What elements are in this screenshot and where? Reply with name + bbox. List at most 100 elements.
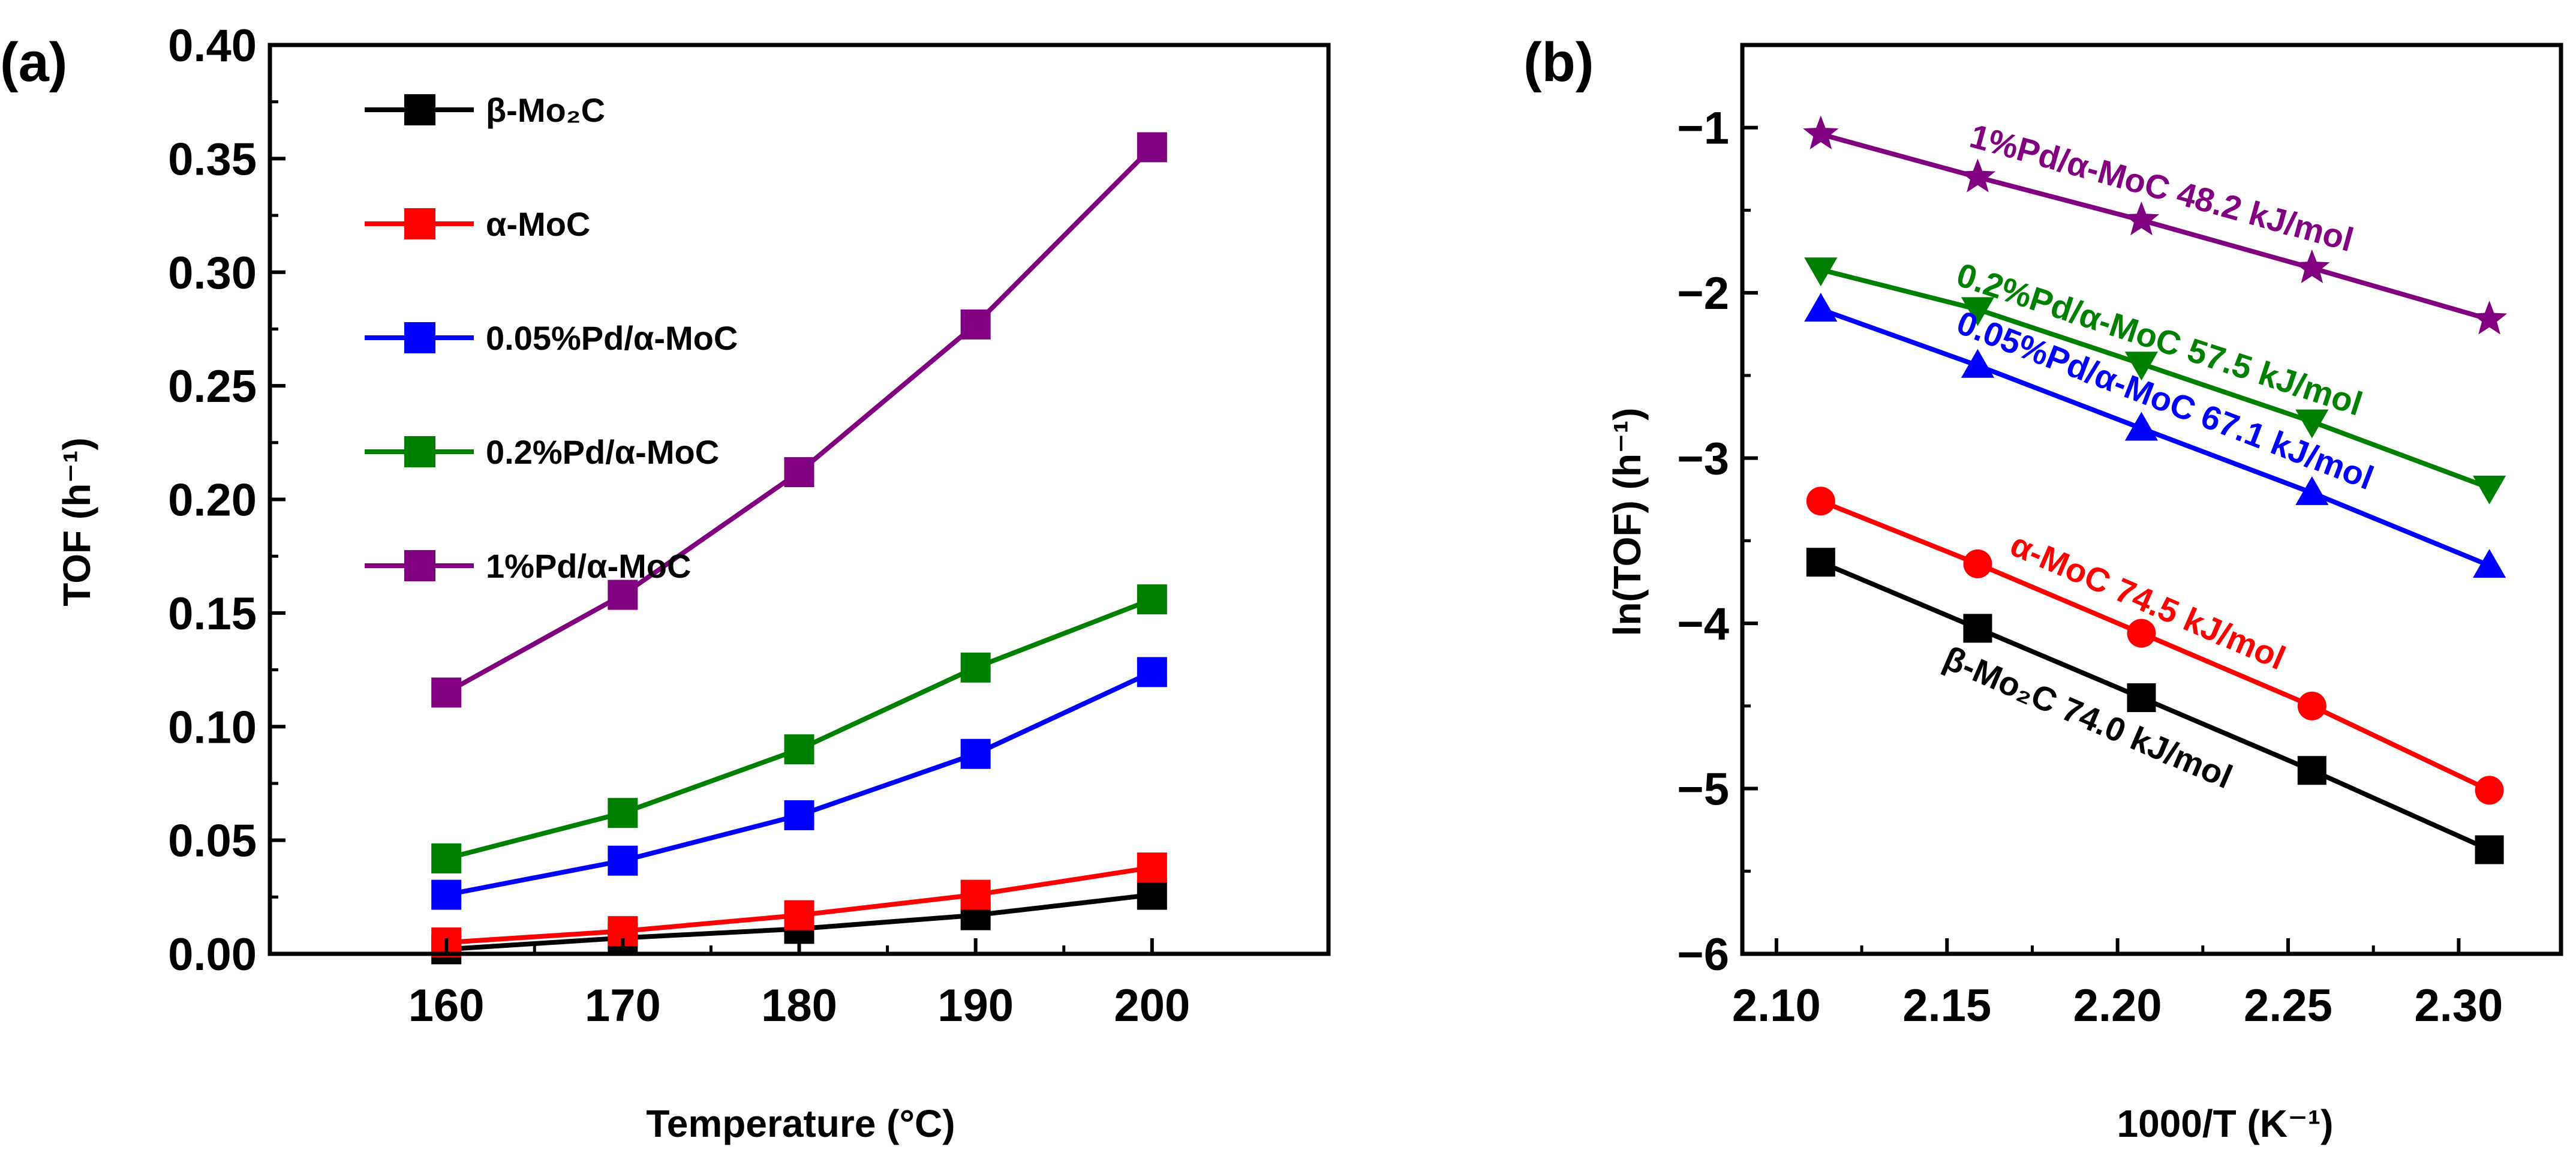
chart-b-point-0-2-pd-moc: [2472, 475, 2506, 505]
chart-a-point-0-2-pd-moc: [784, 734, 814, 765]
chart-a-point-0-05-pd-moc: [431, 879, 462, 910]
chart-b-ticks: 2.10 2.15 2.20 2.25 2.30 −6 −5 −4 −3 −2 −1: [1677, 103, 2503, 1031]
chart-b-ytick-label: −3: [1677, 434, 1729, 485]
chart-a-ticks: 160 170 180 190 200 0.00 0.05 0.10 0.15 0.20 0.25 0…: [168, 20, 1190, 1031]
chart-a-point-moc: [1137, 852, 1167, 883]
chart-a-point-0-2-pd-moc: [608, 798, 638, 828]
chart-a-point-mo-c: [1137, 879, 1167, 910]
chart-a-point-0-2-pd-moc: [431, 843, 462, 873]
legend-label: 0.2%Pd/α-MoC: [486, 433, 719, 471]
chart-a-point-1-pd-moc: [1137, 132, 1167, 163]
chart-b-point-moc: [1806, 487, 1835, 516]
chart-a-point-1-pd-moc: [608, 579, 638, 610]
chart-a-xtick-label: 170: [585, 980, 661, 1031]
chart-a-series-1-pd-moc: [431, 132, 1167, 708]
chart-b-point-mo-c: [1806, 548, 1835, 577]
chart-b-plot-frame: [1740, 43, 2563, 956]
chart-b-point-0-2-pd-moc: [2295, 409, 2329, 439]
panel-b-label: (b): [1523, 32, 1594, 93]
chart-b-ytick-label: −1: [1677, 103, 1729, 154]
chart-b-point-mo-c: [2297, 756, 2326, 785]
chart-b-point-moc: [2297, 691, 2326, 720]
chart-b-point-moc: [1963, 549, 1992, 578]
chart-a-point-0-05-pd-moc: [1137, 657, 1167, 687]
chart-b-point-0-05-pd-moc: [2472, 549, 2506, 578]
chart-b-point-0-05-pd-moc: [2295, 476, 2329, 505]
legend-label: β-Mo₂C: [486, 91, 605, 129]
chart-b-point-0-2-pd-moc: [1804, 257, 1838, 287]
chart-a-ytick-label: 0.30: [168, 248, 257, 299]
chart-b-series-1-pd-moc: [1803, 115, 2508, 335]
chart-b-series-mo-c: [1806, 548, 2504, 864]
chart-b-line-1-pd-moc: [1820, 131, 2490, 322]
chart-b-point-moc: [2475, 776, 2504, 805]
chart-a-xtick-label: 200: [1114, 980, 1190, 1031]
chart-a-point-0-05-pd-moc: [960, 738, 991, 769]
chart-a-point-moc: [960, 879, 991, 910]
legend-marker: [404, 436, 435, 467]
legend-item-1-pd-moc: 1%Pd/α-MoC: [365, 547, 691, 585]
chart-b-point-0-05-pd-moc: [1961, 349, 1995, 378]
chart-a-point-0-05-pd-moc: [784, 800, 814, 830]
chart-b-series-0-05-pd-moc: [1804, 293, 2506, 578]
legend-marker: [404, 94, 435, 125]
chart-a-xlabel: Temperature (°C): [646, 1102, 955, 1145]
chart-a-series-0-05-pd-moc: [431, 657, 1167, 910]
legend-label: α-MoC: [486, 205, 590, 243]
chart-a-legend: β-Mo₂C α-MoC 0.05%Pd/α-MoC 0.2%Pd/α-MoC 1%Pd…: [365, 91, 738, 585]
chart-b-point-mo-c: [2475, 835, 2504, 864]
chart-a-point-moc: [784, 900, 814, 930]
chart-a-point-0-05-pd-moc: [608, 845, 638, 876]
chart-b-ytick-label: −4: [1677, 599, 1729, 650]
legend-label: 1%Pd/α-MoC: [486, 547, 691, 585]
chart-a-xtick-label: 190: [937, 980, 1014, 1031]
chart-a-xtick-label: 160: [408, 980, 485, 1031]
chart-b-xtick-label: 2.15: [1902, 980, 1991, 1031]
chart-b-point-mo-c: [2127, 683, 2156, 713]
legend-marker: [404, 208, 435, 239]
legend-item-0-05-pd-moc: 0.05%Pd/α-MoC: [365, 319, 738, 357]
chart-a-point-0-2-pd-moc: [1137, 584, 1167, 615]
chart-a-point-1-pd-moc: [784, 457, 814, 488]
chart-a-line-0-05-pd-moc: [446, 669, 1153, 897]
chart-b-xtick-label: 2.30: [2414, 980, 2503, 1031]
chart-b-xtick-label: 2.20: [2073, 980, 2162, 1031]
chart-a-ytick-label: 0.15: [168, 588, 257, 639]
chart-a-ytick-label: 0.10: [168, 702, 257, 753]
chart-b-ytick-label: −6: [1677, 929, 1729, 980]
chart-b-point-1-pd-moc: [1959, 158, 1996, 193]
legend-item-mo-c: β-Mo₂C: [365, 91, 605, 129]
legend-marker: [404, 550, 435, 581]
chart-b-series-moc: [1806, 487, 2504, 805]
chart-b-point-moc: [2127, 618, 2156, 648]
chart-b-point-0-2-pd-moc: [2124, 352, 2159, 381]
chart-b-ylabel: ln(TOF) (h⁻¹): [1606, 408, 1649, 636]
chart-b: 2.10 2.15 2.20 2.25 2.30−6−5−4−3−2−1β-Mo₂C 7…: [1677, 43, 2563, 1031]
chart-b-ytick-label: −5: [1677, 764, 1729, 815]
chart-a-ytick-label: 0.00: [168, 929, 257, 980]
chart-a-ylabel: TOF (h⁻¹): [55, 437, 98, 606]
panel-a-label: (a): [0, 32, 67, 93]
chart-b-point-1-pd-moc: [1803, 115, 1839, 149]
chart-a-ytick-label: 0.35: [168, 134, 257, 185]
chart-b-annotation-moc: α-MoC 74.5 kJ/mol: [2005, 525, 2291, 677]
chart-a-ytick-label: 0.25: [168, 361, 257, 412]
chart-a-point-1-pd-moc: [960, 309, 991, 340]
chart-b-ytick-label: −2: [1677, 268, 1729, 319]
chart-a: 160 170 180 190 200 0.00 0.05 0.10 0.15 0.20 0.25 0…: [168, 20, 1331, 1031]
legend-item-moc: α-MoC: [365, 205, 590, 243]
chart-a-series-0-2-pd-moc: [431, 584, 1167, 873]
chart-a-ytick-label: 0.40: [168, 20, 257, 71]
chart-a-ytick-label: 0.05: [168, 816, 257, 867]
chart-b-point-1-pd-moc: [2471, 301, 2508, 335]
legend-label: 0.05%Pd/α-MoC: [486, 319, 738, 357]
chart-b-xlabel: 1000/T (K⁻¹): [2117, 1102, 2334, 1145]
chart-b-series-0-2-pd-moc: [1804, 257, 2506, 505]
chart-b-point-0-05-pd-moc: [1804, 293, 1838, 322]
chart-b-point-0-2-pd-moc: [1961, 297, 1995, 326]
chart-b-xtick-label: 2.25: [2244, 980, 2332, 1031]
chart-a-point-1-pd-moc: [431, 677, 462, 708]
chart-a-ytick-label: 0.20: [168, 475, 257, 526]
legend-item-0-2-pd-moc: 0.2%Pd/α-MoC: [365, 433, 719, 471]
